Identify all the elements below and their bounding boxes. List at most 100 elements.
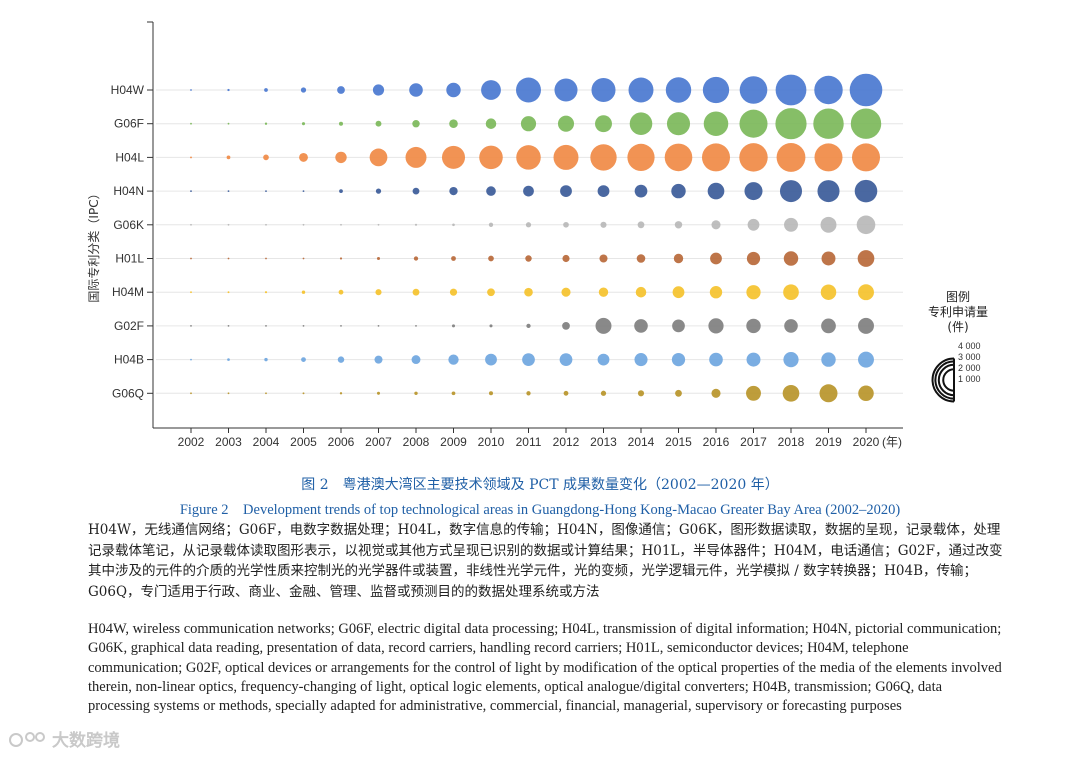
bubble-h04w-2005 xyxy=(300,87,307,93)
bubble-g06f-2012 xyxy=(557,115,575,132)
bubble-h01l-2008 xyxy=(413,256,419,261)
bubble-g06k-2019 xyxy=(820,216,837,233)
bubble-h04n-2005 xyxy=(302,190,305,193)
bubble-h04w-2010 xyxy=(481,80,501,100)
bubble-h01l-2013 xyxy=(599,254,608,263)
bubble-g06q-2015 xyxy=(675,389,682,397)
bubble-h04m-2009 xyxy=(449,288,458,296)
x-tick-label-2010: 2010 xyxy=(478,435,505,449)
bubble-h04w-2016 xyxy=(702,76,730,104)
bubble-g06q-2020 xyxy=(858,385,874,402)
bubble-h04b-2013 xyxy=(597,353,610,366)
bubble-h01l-2016 xyxy=(710,252,722,265)
bubble-h04n-2003 xyxy=(227,190,230,193)
legend-label-4000: 4 000 xyxy=(958,341,981,351)
bubble-g02f-2007 xyxy=(377,325,380,327)
x-tick-label-2006: 2006 xyxy=(328,435,355,449)
bubble-h01l-2011 xyxy=(525,255,532,262)
x-tick-marks: 2002 2003 2004 2005 2006 2007 2008 2009 2010 2011… xyxy=(178,428,880,449)
bubble-g06f-2010 xyxy=(485,118,497,129)
bubble-g06q-2004 xyxy=(265,392,267,395)
bubble-g06q-2009 xyxy=(451,391,456,396)
bubble-g06q-2011 xyxy=(526,391,531,396)
bubble-g06q-2003 xyxy=(227,392,230,395)
bubble-g02f-2016 xyxy=(708,318,724,334)
y-axis-label: 国际专利分类（IPC） xyxy=(86,187,101,302)
bubble-h04m-2017 xyxy=(746,285,761,300)
x-tick-label-2002: 2002 xyxy=(178,435,205,449)
bubble-g06q-2012 xyxy=(563,390,569,396)
bubble-g02f-2012 xyxy=(562,322,570,330)
bubble-g06q-2010 xyxy=(488,391,494,396)
bubble-g06f-2005 xyxy=(301,122,306,126)
bubble-h04n-2007 xyxy=(375,188,382,194)
bubble-g06q-2006 xyxy=(339,392,343,395)
legend-title: 图例 xyxy=(946,290,970,304)
bubble-h04n-2002 xyxy=(190,190,192,193)
bubble-g06k-2016 xyxy=(711,220,721,230)
bubble-h04b-2008 xyxy=(411,355,421,365)
bubble-h04b-2011 xyxy=(522,353,535,366)
bubble-h04w-2011 xyxy=(516,77,541,103)
bubble-g06f-2011 xyxy=(520,116,537,132)
bubble-h04w-2006 xyxy=(337,86,345,94)
bubble-g06f-2015 xyxy=(666,112,691,136)
bubble-g02f-2003 xyxy=(227,325,230,327)
bubble-h04b-2009 xyxy=(448,354,459,365)
bubble-h04l-2004 xyxy=(263,154,269,161)
bubble-h04w-2020 xyxy=(849,73,883,107)
bubble-g06q-2016 xyxy=(711,388,721,398)
bubble-g06f-2008 xyxy=(412,119,420,128)
figure-caption-en: Figure 2 Development trends of top techn… xyxy=(179,502,901,518)
bubble-h01l-2017 xyxy=(746,251,761,266)
bubble-g06f-2018 xyxy=(775,108,807,140)
bubble-g06k-2004 xyxy=(265,223,267,226)
bubble-h01l-2009 xyxy=(451,256,456,261)
legend-arc-2000 xyxy=(937,363,955,397)
bubble-h04m-2011 xyxy=(524,287,533,297)
bubble-h04n-2016 xyxy=(707,182,725,200)
y-tick-label-h04b: H04B xyxy=(114,353,144,367)
bubble-g06k-2009 xyxy=(452,223,455,227)
bubble-g02f-2019 xyxy=(821,318,836,334)
bubble-h01l-2007 xyxy=(376,256,381,261)
y-tick-marks: H04W G06F H04L H04N G06K H01L H04M G02F H04B G06Q xyxy=(111,21,153,400)
bubble-h04b-2014 xyxy=(634,353,648,367)
bubble-g06f-2013 xyxy=(595,115,612,133)
bubble-h04b-2018 xyxy=(783,352,799,368)
x-unit-label: (年) xyxy=(882,435,902,449)
bubble-h01l-2005 xyxy=(302,257,305,260)
bubble-h04m-2006 xyxy=(338,289,344,295)
bubble-chart: H04W G06F H04L H04N G06K H01L H04M G02F H04B G06Q… xyxy=(86,21,988,449)
bubble-h04w-2003 xyxy=(227,88,230,92)
bubble-g06f-2003 xyxy=(227,122,230,125)
bubble-g06k-2003 xyxy=(227,223,230,226)
y-tick-label-g06f: G06F xyxy=(114,117,144,131)
bubble-h04l-2010 xyxy=(479,145,503,170)
x-tick-label-2017: 2017 xyxy=(740,435,767,449)
bubble-g06k-2020 xyxy=(856,215,876,235)
bubble-h01l-2018 xyxy=(783,251,799,266)
bubble-g06k-2012 xyxy=(563,221,569,228)
bubble-h04n-2019 xyxy=(817,180,840,203)
bubble-h04m-2016 xyxy=(709,286,723,299)
figure-note-cn: H04W，无线通信网络；G06F，电数字数据处理；H04L，数字信息的传输；H0… xyxy=(88,522,1003,600)
bubble-g02f-2009 xyxy=(451,324,456,328)
bubble-h04w-2019 xyxy=(814,75,843,105)
bubble-layer xyxy=(190,73,883,403)
bubble-h04b-2010 xyxy=(485,353,497,366)
bubble-g06k-2005 xyxy=(302,223,305,226)
bubble-g06f-2009 xyxy=(449,119,458,128)
bubble-h04l-2016 xyxy=(701,143,731,172)
legend-label-3000: 3 000 xyxy=(958,352,981,362)
y-tick-label-g02f: G02F xyxy=(114,319,144,333)
x-tick-label-2016: 2016 xyxy=(703,435,730,449)
bubble-g06k-2002 xyxy=(190,223,192,226)
bubble-h04w-2009 xyxy=(446,82,461,98)
bubble-g02f-2015 xyxy=(672,319,685,333)
bubble-h04w-2017 xyxy=(739,76,768,104)
y-tick-label-h04w: H04W xyxy=(111,83,145,97)
bubble-h04b-2016 xyxy=(709,352,723,367)
bubble-h04n-2012 xyxy=(560,185,572,197)
bubble-h04w-2013 xyxy=(591,77,616,103)
